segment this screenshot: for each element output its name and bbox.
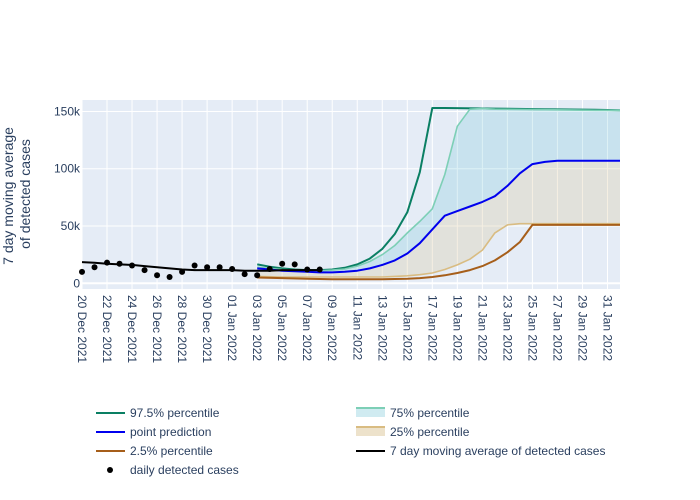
legend-label: 2.5% percentile bbox=[130, 444, 213, 458]
data-point-daily-detected-cases bbox=[304, 266, 311, 273]
x-tick-label: 11 Jan 2022 bbox=[350, 295, 364, 360]
data-point-daily-detected-cases bbox=[204, 264, 211, 271]
x-tick-label: 07 Jan 2022 bbox=[300, 295, 314, 361]
legend-item: point prediction bbox=[96, 425, 211, 439]
x-tick-label: 01 Jan 2022 bbox=[225, 295, 239, 361]
series-line-25-percentile bbox=[257, 222, 620, 278]
legend-label: point prediction bbox=[130, 425, 211, 439]
data-point-daily-detected-cases bbox=[229, 265, 236, 272]
x-tick-label: 31 Jan 2022 bbox=[600, 295, 614, 361]
y-tick-label: 150k bbox=[54, 104, 81, 118]
x-tick-label: 20 Dec 2021 bbox=[75, 295, 89, 363]
x-tick-label: 30 Dec 2021 bbox=[200, 295, 214, 363]
data-point-daily-detected-cases bbox=[216, 264, 223, 271]
x-tick-label: 03 Jan 2022 bbox=[250, 295, 264, 361]
data-point-daily-detected-cases bbox=[79, 268, 85, 275]
x-tick-label: 17 Jan 2022 bbox=[425, 295, 439, 361]
grid-layer bbox=[81, 100, 620, 289]
data-point-daily-detected-cases bbox=[279, 260, 286, 267]
x-tick-label: 09 Jan 2022 bbox=[325, 295, 339, 361]
data-point-daily-detected-cases bbox=[154, 272, 161, 279]
x-tick-label: 28 Dec 2021 bbox=[175, 295, 189, 363]
band-75-percentile bbox=[257, 108, 620, 273]
x-tick-label: 26 Dec 2021 bbox=[150, 295, 164, 363]
legend-item: 25% percentile bbox=[356, 425, 470, 439]
marker-layer bbox=[79, 259, 323, 280]
x-tick-label: 19 Jan 2022 bbox=[450, 295, 464, 361]
legend-swatch bbox=[356, 427, 385, 436]
data-point-daily-detected-cases bbox=[166, 273, 173, 280]
y-axis-title-line-1: 7 day moving average bbox=[0, 127, 16, 265]
legend-label: 75% percentile bbox=[390, 406, 470, 420]
plot-background bbox=[82, 100, 620, 289]
legend-swatch bbox=[107, 467, 113, 473]
x-tick-label: 25 Jan 2022 bbox=[525, 295, 539, 361]
band-25-percentile bbox=[257, 160, 620, 277]
legend-label: daily detected cases bbox=[130, 463, 239, 477]
data-point-daily-detected-cases bbox=[116, 260, 123, 267]
x-tick-label: 22 Dec 2021 bbox=[100, 295, 114, 363]
series-line-point-prediction bbox=[257, 159, 620, 274]
y-tick-label: 50k bbox=[61, 219, 81, 233]
legend-item: 2.5% percentile bbox=[96, 444, 213, 458]
y-axis-ticks: 0 50k 100k 150k bbox=[54, 104, 81, 290]
x-tick-label: 13 Jan 2022 bbox=[375, 295, 389, 361]
x-tick-label: 29 Jan 2022 bbox=[575, 295, 589, 361]
data-point-daily-detected-cases bbox=[129, 262, 136, 269]
x-tick-label: 15 Jan 2022 bbox=[400, 295, 414, 361]
legend-item: 7 day moving average of detected cases bbox=[356, 444, 605, 458]
x-tick-label: 23 Jan 2022 bbox=[500, 295, 514, 361]
data-point-daily-detected-cases bbox=[104, 259, 111, 266]
data-point-daily-detected-cases bbox=[316, 266, 323, 273]
x-tick-label: 05 Jan 2022 bbox=[275, 295, 289, 361]
data-point-daily-detected-cases bbox=[241, 271, 248, 278]
x-tick-label: 24 Dec 2021 bbox=[125, 295, 139, 363]
data-point-daily-detected-cases bbox=[291, 261, 298, 268]
legend-label: 7 day moving average of detected cases bbox=[390, 444, 605, 458]
legend-label: 97.5% percentile bbox=[130, 406, 220, 420]
y-tick-label: 0 bbox=[73, 276, 80, 290]
data-point-daily-detected-cases bbox=[179, 268, 186, 275]
data-point-daily-detected-cases bbox=[266, 265, 273, 272]
data-point-daily-detected-cases bbox=[141, 267, 148, 274]
legend-swatch bbox=[356, 408, 385, 417]
legend-item: 97.5% percentile bbox=[96, 406, 220, 420]
series-line-2-5-percentile bbox=[257, 223, 620, 281]
x-tick-label: 21 Jan 2022 bbox=[475, 295, 489, 361]
legend-item: daily detected cases bbox=[107, 463, 239, 477]
y-tick-label: 100k bbox=[54, 162, 81, 176]
legend-label: 25% percentile bbox=[390, 425, 470, 439]
data-point-daily-detected-cases bbox=[254, 272, 261, 279]
legend-item: 75% percentile bbox=[356, 406, 470, 420]
y-axis-title: 7 day moving average of detected cases bbox=[0, 123, 33, 265]
y-axis-title-line-2: of detected cases bbox=[17, 139, 33, 249]
legend: 97.5% percentile 75% percentile point pred… bbox=[96, 406, 605, 477]
x-axis-ticks: 20 Dec 2021 22 Dec 2021 24 Dec 2021 26 Dec … bbox=[75, 295, 614, 363]
x-tick-label: 27 Jan 2022 bbox=[550, 295, 564, 361]
band-layer bbox=[257, 108, 620, 277]
data-point-daily-detected-cases bbox=[91, 264, 98, 271]
data-point-daily-detected-cases bbox=[191, 262, 198, 269]
